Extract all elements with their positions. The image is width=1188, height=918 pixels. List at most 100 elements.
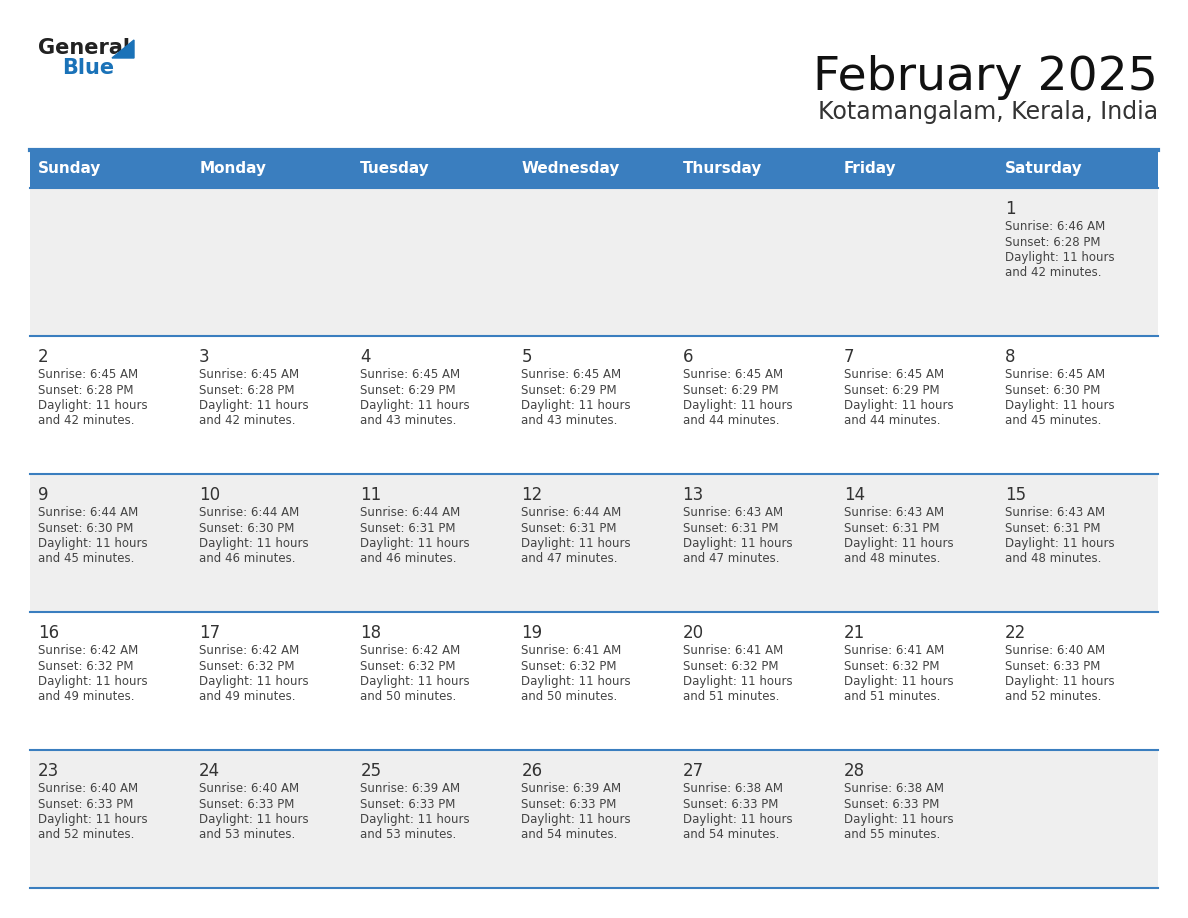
Text: Sunset: 6:31 PM: Sunset: 6:31 PM [522, 521, 617, 534]
Text: Sunrise: 6:44 AM: Sunrise: 6:44 AM [38, 506, 138, 519]
Text: Daylight: 11 hours: Daylight: 11 hours [522, 675, 631, 688]
Text: 16: 16 [38, 624, 59, 642]
Bar [30, 474, 1158, 612]
Text: Daylight: 11 hours: Daylight: 11 hours [843, 399, 953, 412]
Text: and 50 minutes.: and 50 minutes. [360, 690, 456, 703]
Text: Sunset: 6:28 PM: Sunset: 6:28 PM [1005, 236, 1100, 249]
Text: Daylight: 11 hours: Daylight: 11 hours [360, 399, 470, 412]
Text: Sunrise: 6:41 AM: Sunrise: 6:41 AM [843, 644, 944, 657]
Text: Sunrise: 6:45 AM: Sunrise: 6:45 AM [1005, 368, 1105, 381]
Text: and 51 minutes.: and 51 minutes. [683, 690, 779, 703]
Text: Sunset: 6:29 PM: Sunset: 6:29 PM [843, 384, 940, 397]
Text: Daylight: 11 hours: Daylight: 11 hours [38, 813, 147, 826]
Text: Daylight: 11 hours: Daylight: 11 hours [38, 537, 147, 550]
Text: 19: 19 [522, 624, 543, 642]
Text: Sunset: 6:29 PM: Sunset: 6:29 PM [360, 384, 456, 397]
Text: Sunset: 6:33 PM: Sunset: 6:33 PM [522, 798, 617, 811]
Text: Sunset: 6:32 PM: Sunset: 6:32 PM [200, 659, 295, 673]
Text: Sunday: Sunday [38, 162, 101, 176]
Text: and 55 minutes.: and 55 minutes. [843, 829, 940, 842]
Text: Sunrise: 6:45 AM: Sunrise: 6:45 AM [38, 368, 138, 381]
Text: 2: 2 [38, 348, 49, 366]
Text: Daylight: 11 hours: Daylight: 11 hours [200, 537, 309, 550]
Text: and 45 minutes.: and 45 minutes. [1005, 415, 1101, 428]
Text: and 42 minutes.: and 42 minutes. [38, 415, 134, 428]
Text: Sunrise: 6:39 AM: Sunrise: 6:39 AM [360, 782, 461, 795]
Text: and 51 minutes.: and 51 minutes. [843, 690, 940, 703]
Text: and 42 minutes.: and 42 minutes. [200, 415, 296, 428]
Bar [30, 336, 1158, 474]
Text: 24: 24 [200, 762, 220, 780]
Text: Sunset: 6:28 PM: Sunset: 6:28 PM [38, 384, 133, 397]
Text: Sunset: 6:29 PM: Sunset: 6:29 PM [683, 384, 778, 397]
Text: Sunset: 6:28 PM: Sunset: 6:28 PM [200, 384, 295, 397]
Text: 6: 6 [683, 348, 693, 366]
Text: Tuesday: Tuesday [360, 162, 430, 176]
Text: Sunrise: 6:42 AM: Sunrise: 6:42 AM [200, 644, 299, 657]
Text: Sunset: 6:29 PM: Sunset: 6:29 PM [522, 384, 617, 397]
Text: Sunrise: 6:41 AM: Sunrise: 6:41 AM [683, 644, 783, 657]
Text: and 45 minutes.: and 45 minutes. [38, 553, 134, 565]
Text: and 43 minutes.: and 43 minutes. [360, 415, 456, 428]
Text: Daylight: 11 hours: Daylight: 11 hours [200, 399, 309, 412]
Text: 20: 20 [683, 624, 703, 642]
Text: Daylight: 11 hours: Daylight: 11 hours [522, 399, 631, 412]
Text: Daylight: 11 hours: Daylight: 11 hours [360, 813, 470, 826]
Text: and 43 minutes.: and 43 minutes. [522, 415, 618, 428]
Text: Sunset: 6:32 PM: Sunset: 6:32 PM [683, 659, 778, 673]
Text: Sunrise: 6:45 AM: Sunrise: 6:45 AM [843, 368, 943, 381]
Text: Daylight: 11 hours: Daylight: 11 hours [522, 813, 631, 826]
Text: Daylight: 11 hours: Daylight: 11 hours [1005, 537, 1114, 550]
Text: Daylight: 11 hours: Daylight: 11 hours [843, 537, 953, 550]
Text: Sunrise: 6:41 AM: Sunrise: 6:41 AM [522, 644, 621, 657]
Text: Sunrise: 6:45 AM: Sunrise: 6:45 AM [360, 368, 461, 381]
Text: Sunset: 6:33 PM: Sunset: 6:33 PM [360, 798, 456, 811]
Text: Sunrise: 6:40 AM: Sunrise: 6:40 AM [1005, 644, 1105, 657]
Text: 11: 11 [360, 486, 381, 504]
Text: Sunset: 6:31 PM: Sunset: 6:31 PM [683, 521, 778, 534]
Text: Daylight: 11 hours: Daylight: 11 hours [200, 813, 309, 826]
Text: and 48 minutes.: and 48 minutes. [1005, 553, 1101, 565]
Text: Daylight: 11 hours: Daylight: 11 hours [683, 675, 792, 688]
Text: Sunrise: 6:38 AM: Sunrise: 6:38 AM [683, 782, 783, 795]
Text: Sunrise: 6:45 AM: Sunrise: 6:45 AM [200, 368, 299, 381]
Text: and 49 minutes.: and 49 minutes. [38, 690, 134, 703]
Text: Sunset: 6:31 PM: Sunset: 6:31 PM [1005, 521, 1100, 534]
Text: and 50 minutes.: and 50 minutes. [522, 690, 618, 703]
Text: and 54 minutes.: and 54 minutes. [522, 829, 618, 842]
Text: Sunset: 6:30 PM: Sunset: 6:30 PM [200, 521, 295, 534]
Text: Sunset: 6:32 PM: Sunset: 6:32 PM [360, 659, 456, 673]
Text: 27: 27 [683, 762, 703, 780]
Text: and 47 minutes.: and 47 minutes. [522, 553, 618, 565]
Text: Thursday: Thursday [683, 162, 762, 176]
Text: 15: 15 [1005, 486, 1026, 504]
Text: February 2025: February 2025 [813, 55, 1158, 100]
Text: and 53 minutes.: and 53 minutes. [360, 829, 456, 842]
Text: 14: 14 [843, 486, 865, 504]
Text: Sunset: 6:32 PM: Sunset: 6:32 PM [38, 659, 133, 673]
Text: 13: 13 [683, 486, 703, 504]
Text: Friday: Friday [843, 162, 896, 176]
Text: Daylight: 11 hours: Daylight: 11 hours [843, 813, 953, 826]
Text: Sunset: 6:30 PM: Sunset: 6:30 PM [1005, 384, 1100, 397]
Text: Daylight: 11 hours: Daylight: 11 hours [683, 537, 792, 550]
Text: Sunset: 6:30 PM: Sunset: 6:30 PM [38, 521, 133, 534]
Text: Daylight: 11 hours: Daylight: 11 hours [843, 675, 953, 688]
Text: Daylight: 11 hours: Daylight: 11 hours [683, 399, 792, 412]
Text: Blue: Blue [62, 58, 114, 78]
Text: 21: 21 [843, 624, 865, 642]
Text: Sunset: 6:31 PM: Sunset: 6:31 PM [843, 521, 940, 534]
Text: 4: 4 [360, 348, 371, 366]
Text: Sunset: 6:33 PM: Sunset: 6:33 PM [200, 798, 295, 811]
Text: Sunrise: 6:44 AM: Sunrise: 6:44 AM [200, 506, 299, 519]
Text: Sunset: 6:33 PM: Sunset: 6:33 PM [683, 798, 778, 811]
Text: Sunset: 6:32 PM: Sunset: 6:32 PM [522, 659, 617, 673]
Text: 17: 17 [200, 624, 220, 642]
Text: and 46 minutes.: and 46 minutes. [200, 553, 296, 565]
Bar [30, 612, 1158, 750]
Text: Sunset: 6:33 PM: Sunset: 6:33 PM [1005, 659, 1100, 673]
Text: Daylight: 11 hours: Daylight: 11 hours [38, 399, 147, 412]
Text: and 46 minutes.: and 46 minutes. [360, 553, 456, 565]
Text: Daylight: 11 hours: Daylight: 11 hours [522, 537, 631, 550]
Text: and 52 minutes.: and 52 minutes. [1005, 690, 1101, 703]
